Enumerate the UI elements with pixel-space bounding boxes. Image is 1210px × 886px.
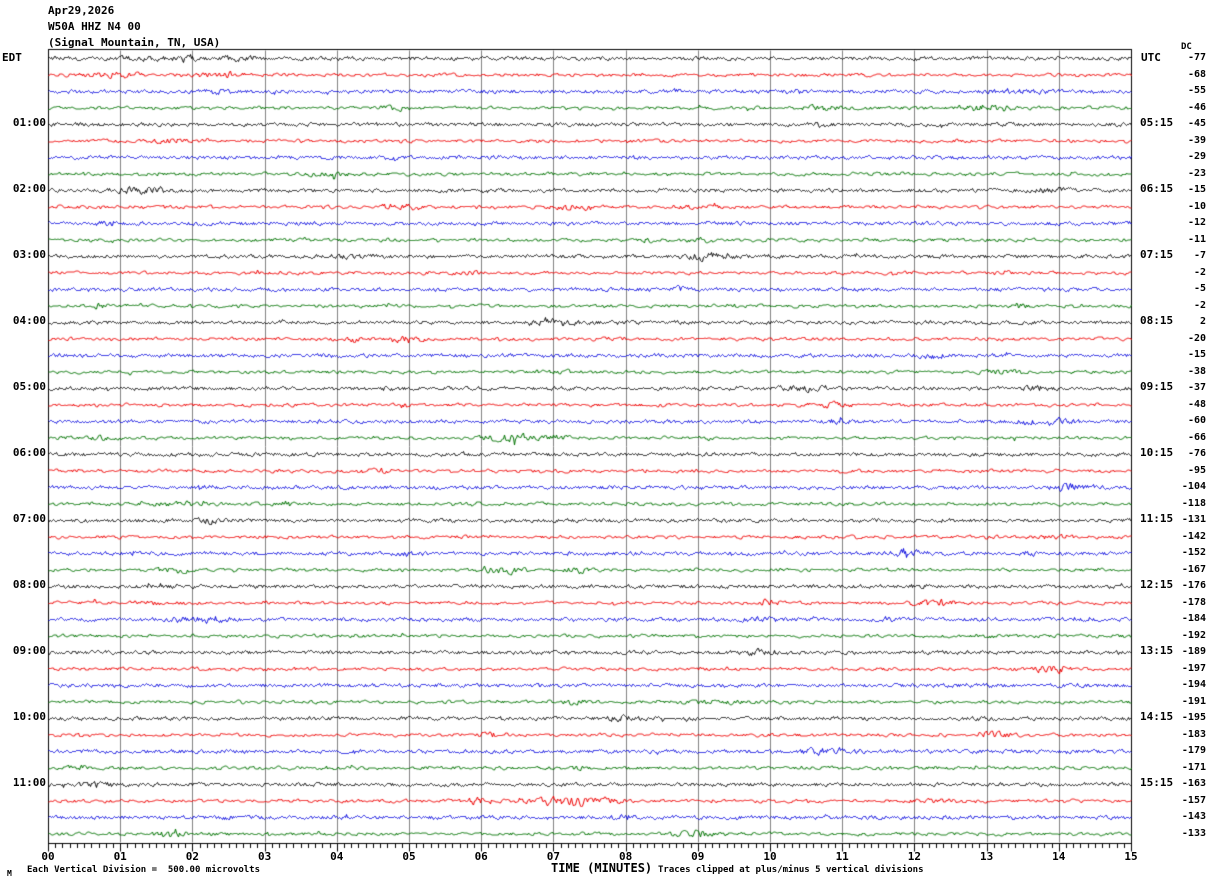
dc-offset-value: -118: [1181, 497, 1206, 509]
dc-offset-value: -5: [1193, 283, 1206, 294]
dc-offset-value: -12: [1187, 217, 1206, 228]
dc-offset-value: -15: [1187, 184, 1206, 195]
edt-hour-label: 04:00: [12, 314, 46, 327]
edt-hour-label: 08:00: [12, 578, 46, 591]
dc-offset-value: -23: [1187, 167, 1206, 179]
edt-hour-label: 06:00: [12, 446, 46, 459]
dc-offset-value: -189: [1181, 646, 1206, 657]
utc-hour-label: 13:15: [1140, 644, 1174, 657]
dc-offset-value: -20: [1187, 332, 1206, 344]
dc-offset-value: -133: [1181, 827, 1206, 839]
record-date: Apr29,2026: [48, 4, 115, 17]
dc-offset-value: -7: [1193, 250, 1206, 261]
x-axis-tick-label: 04: [330, 850, 344, 863]
dc-offset-value: -66: [1187, 431, 1206, 443]
edt-hour-label: 03:00: [12, 248, 46, 261]
dc-offset-value: -191: [1181, 695, 1206, 707]
scale-note: Each Vertical Division = 500.00 microvol…: [27, 865, 260, 875]
edt-hour-label: 02:00: [12, 182, 46, 195]
dc-offset-value: -2: [1193, 266, 1206, 278]
dc-offset-value: -179: [1181, 745, 1206, 756]
dc-column-header: DC: [1181, 42, 1192, 52]
x-axis-tick-label: 07: [546, 850, 561, 863]
dc-offset-value: -143: [1181, 811, 1206, 822]
utc-hour-label: 05:15: [1140, 116, 1174, 129]
utc-hour-label: 09:15: [1140, 380, 1174, 393]
x-axis-tick-label: 15: [1124, 850, 1138, 863]
x-axis-title: TIME (MINUTES): [551, 861, 653, 875]
x-axis-tick-label: 12: [907, 850, 922, 863]
x-axis-tick-label: 00: [41, 850, 55, 863]
edt-hour-label: 05:00: [12, 380, 46, 393]
utc-hour-label: 07:15: [1140, 248, 1174, 261]
x-axis-tick-label: 06: [474, 850, 488, 863]
clip-note: Traces clipped at plus/minus 5 vertical …: [658, 865, 924, 875]
x-axis-tick-label: 10: [763, 850, 777, 863]
dc-offset-value: -192: [1181, 629, 1206, 641]
dc-offset-value: -37: [1187, 382, 1206, 393]
dc-offset-value: -178: [1181, 596, 1206, 608]
x-axis-tick-label: 08: [618, 850, 633, 863]
dc-offset-value: -48: [1187, 398, 1206, 410]
dc-offset-value: -15: [1187, 349, 1206, 360]
utc-hour-label: 08:15: [1140, 314, 1174, 327]
utc-hour-label: 14:15: [1140, 710, 1174, 723]
dc-offset-value: -95: [1187, 464, 1206, 476]
station-id: W50A HHZ N4 00: [48, 20, 141, 33]
dc-offset-value: -194: [1181, 679, 1206, 690]
dc-offset-value: -68: [1187, 68, 1206, 80]
x-axis-tick-label: 02: [185, 850, 200, 863]
dc-offset-value: -157: [1181, 794, 1206, 806]
dc-offset-value: -131: [1181, 514, 1206, 525]
dc-offset-value: -76: [1187, 448, 1206, 459]
dc-offset-value: -38: [1187, 365, 1206, 377]
x-axis-tick-label: 14: [1052, 850, 1066, 863]
x-axis-tick-label: 01: [113, 850, 127, 863]
x-axis-tick-label: 11: [835, 850, 849, 863]
dc-offset-value: -176: [1181, 580, 1206, 591]
dc-offset-value: -60: [1187, 415, 1206, 426]
utc-hour-label: 06:15: [1140, 182, 1174, 195]
dc-offset-value: -184: [1181, 613, 1206, 624]
dc-offset-value: -11: [1187, 233, 1206, 245]
dc-offset-value: -29: [1187, 151, 1206, 162]
right-timezone-header: UTC: [1141, 51, 1161, 64]
utc-hour-label: 15:15: [1140, 776, 1174, 789]
edt-hour-label: 01:00: [12, 116, 46, 129]
station-location: (Signal Mountain, TN, USA): [48, 36, 221, 49]
dc-offset-value: -39: [1187, 134, 1206, 146]
dc-offset-value: -10: [1187, 200, 1206, 212]
x-axis-tick-label: 13: [979, 850, 994, 863]
dc-offset-value: -2: [1193, 299, 1206, 311]
edt-hour-label: 09:00: [12, 644, 46, 657]
left-timezone-header: EDT: [2, 51, 22, 64]
edt-hour-label: 11:00: [12, 776, 46, 789]
dc-offset-value: -195: [1181, 712, 1206, 723]
dc-offset-value: -163: [1181, 778, 1206, 789]
edt-hour-label: 10:00: [12, 710, 46, 723]
x-axis-tick-label: 05: [402, 850, 416, 863]
dc-offset-value: 2: [1199, 316, 1206, 327]
dc-offset-value: -46: [1187, 101, 1206, 113]
dc-offset-value: -152: [1181, 547, 1206, 558]
dc-offset-value: -104: [1181, 481, 1206, 492]
dc-offset-value: -167: [1181, 563, 1206, 575]
edt-hour-label: 07:00: [12, 512, 46, 525]
dc-offset-value: -197: [1181, 662, 1206, 674]
utc-hour-label: 10:15: [1140, 446, 1174, 459]
dc-offset-value: -55: [1187, 85, 1206, 96]
dc-offset-value: -171: [1181, 761, 1206, 773]
dc-offset-value: -183: [1181, 728, 1206, 740]
x-axis-tick-label: 09: [691, 850, 705, 863]
utc-hour-label: 12:15: [1140, 578, 1174, 591]
dc-offset-value: -45: [1187, 118, 1206, 129]
x-axis-tick-label: 03: [257, 850, 272, 863]
logo-mark: M: [7, 869, 12, 878]
dc-offset-value: -77: [1187, 52, 1206, 63]
utc-hour-label: 11:15: [1140, 512, 1174, 525]
dc-offset-value: -142: [1181, 530, 1206, 542]
